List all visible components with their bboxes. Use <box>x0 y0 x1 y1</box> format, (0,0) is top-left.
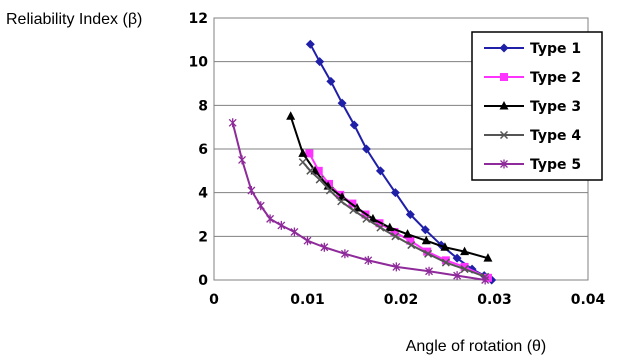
data-point <box>267 214 274 223</box>
x-tick-label: 0.02 <box>384 292 419 308</box>
legend: Type 1 Type 2 Type 3 Type 4 Type 5 <box>472 32 602 180</box>
y-tick-label: 4 <box>198 186 208 202</box>
y-axis-label: Reliability Index (β) <box>6 11 142 28</box>
data-point <box>248 186 255 195</box>
legend-marker <box>500 73 508 81</box>
data-point <box>306 40 315 49</box>
data-point <box>291 227 298 236</box>
x-tick-label: 0 <box>209 292 219 308</box>
series-3 <box>286 111 492 261</box>
x-tick-label: 0.01 <box>290 292 325 308</box>
y-tick-label: 6 <box>198 142 208 158</box>
data-point <box>239 155 246 164</box>
data-point <box>286 111 295 120</box>
data-point <box>257 201 264 210</box>
y-tick-label: 8 <box>198 98 208 114</box>
x-axis-label: Angle of rotation (θ) <box>406 338 547 355</box>
x-tick-label: 0.04 <box>571 292 606 308</box>
series-line <box>309 153 488 277</box>
x-tick-label: 0.03 <box>477 292 512 308</box>
series-line <box>310 44 491 280</box>
legend-label: Type 5 <box>530 157 581 173</box>
y-tick-label: 2 <box>198 229 208 245</box>
y-tick-label: 12 <box>189 11 208 27</box>
series-group <box>229 40 496 285</box>
series-4 <box>299 159 488 281</box>
data-point <box>229 118 236 127</box>
legend-label: Type 3 <box>530 99 581 115</box>
series-line <box>291 116 488 258</box>
y-tick-label: 10 <box>189 55 209 71</box>
legend-label: Type 2 <box>530 70 581 86</box>
y-tick-label: 0 <box>198 273 208 289</box>
data-point <box>315 57 324 66</box>
data-point <box>338 99 347 108</box>
data-point <box>350 120 359 129</box>
data-point <box>278 221 285 230</box>
series-1 <box>306 40 496 285</box>
data-point <box>326 77 335 86</box>
legend-label: Type 1 <box>530 41 581 57</box>
data-point <box>299 159 306 166</box>
legend-label: Type 4 <box>530 128 581 144</box>
